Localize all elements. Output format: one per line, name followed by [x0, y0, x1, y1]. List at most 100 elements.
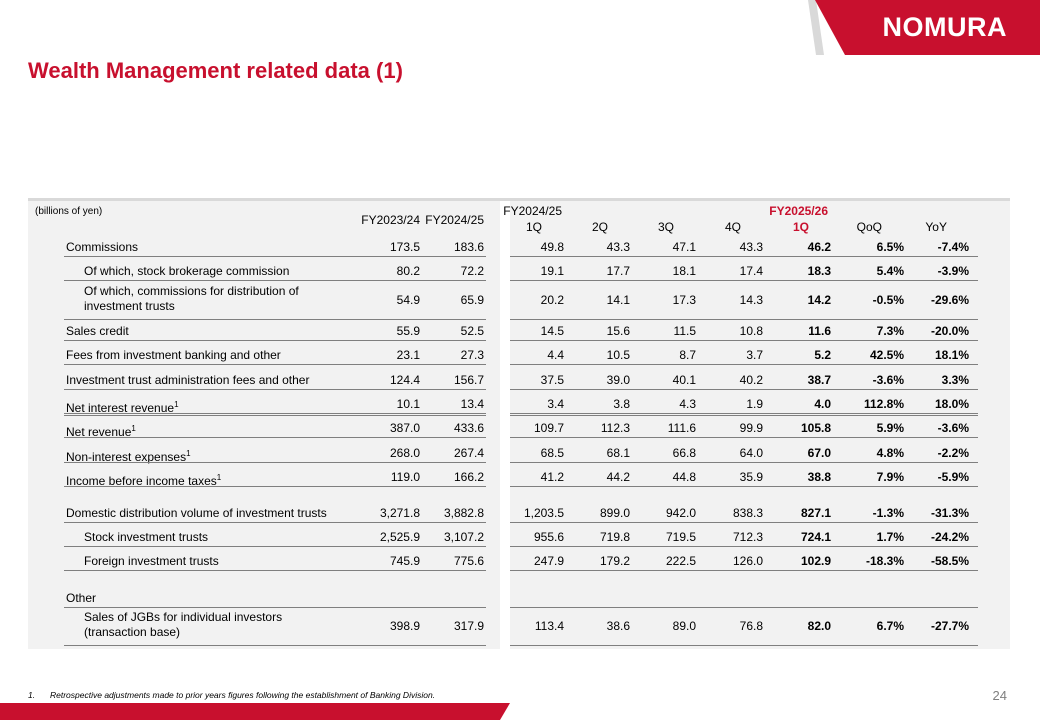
row-divider — [510, 607, 978, 608]
table-row: Net interest revenue1 10.1 13.4 3.4 3.8 4.3 1.… — [28, 395, 1010, 415]
footnote-text: Retrospective adjustments made to prior … — [50, 690, 436, 700]
row-divider — [64, 415, 486, 416]
data-table: (billions of yen) FY2023/24 FY2024/25 FY… — [28, 198, 1010, 649]
row-value: 109.7 — [533, 421, 564, 435]
row-value: 18.3 — [807, 264, 831, 278]
row-divider — [510, 645, 978, 646]
table-row: Investment trust administration fees and… — [28, 371, 1010, 389]
row-value: -20.0% — [930, 324, 969, 338]
row-value: 11.5 — [673, 324, 696, 338]
row-label: Sales credit — [66, 324, 366, 339]
row-value: 43.3 — [606, 240, 630, 254]
row-value: 17.7 — [606, 264, 630, 278]
row-value: 105.8 — [800, 421, 831, 435]
row-value: 4.4 — [547, 348, 564, 362]
row-value: 179.2 — [599, 554, 630, 568]
row-value: -18.3% — [865, 554, 904, 568]
row-label-text: Sales of JGBs for individual investors (… — [84, 610, 283, 639]
table-row: Stock investment trusts 2,525.9 3,107.2 955… — [28, 528, 1010, 546]
header-q2: 2Q — [591, 220, 608, 234]
row-value: 113.4 — [534, 619, 564, 633]
row-value: 35.9 — [739, 470, 763, 484]
row-value: 719.8 — [599, 530, 630, 544]
row-value: 4.8% — [876, 446, 904, 460]
row-label-text: Sales credit — [66, 324, 129, 338]
header-q1: 1Q — [525, 220, 542, 234]
row-value: -3.9% — [937, 264, 969, 278]
row-value: 712.3 — [732, 530, 763, 544]
row-value: 76.8 — [739, 619, 763, 633]
row-value: -29.6% — [930, 293, 969, 307]
row-label: Income before income taxes1 — [66, 470, 366, 489]
row-value: 27.3 — [460, 348, 484, 362]
row-label: Fees from investment banking and other — [66, 348, 366, 363]
row-divider — [510, 570, 978, 571]
row-label: Of which, commissions for distribution o… — [84, 284, 334, 314]
row-divider — [64, 486, 486, 487]
table-row: Of which, stock brokerage commission 80.2… — [28, 262, 1010, 280]
row-value: 775.6 — [453, 554, 484, 568]
header-q4: 4Q — [724, 220, 741, 234]
row-divider — [64, 280, 486, 281]
row-divider — [510, 415, 978, 416]
row-value: 102.9 — [800, 554, 831, 568]
row-value: 156.7 — [453, 373, 484, 387]
row-value: 3,882.8 — [443, 506, 484, 520]
row-value: 183.6 — [453, 240, 484, 254]
row-value: 3,271.8 — [379, 506, 420, 520]
row-value: 39.0 — [606, 373, 630, 387]
row-divider — [64, 364, 486, 365]
row-value: 18.1% — [934, 348, 969, 362]
header-fy2023-24: FY2023/24 — [361, 213, 420, 227]
row-value: 13.4 — [460, 397, 484, 411]
row-divider — [510, 522, 978, 523]
row-value: 82.0 — [807, 619, 831, 633]
header-yoy: YoY — [925, 220, 947, 234]
row-value: 14.1 — [606, 293, 630, 307]
table-row: Domestic distribution volume of investme… — [28, 504, 1010, 522]
row-label-text: Other — [66, 591, 97, 605]
row-value: 3,107.2 — [443, 530, 484, 544]
footnote-marker: 1 — [216, 473, 222, 482]
table-row: Of which, commissions for distribution o… — [28, 284, 1010, 318]
row-label-text: Net revenue — [66, 425, 132, 439]
row-value: 11.6 — [808, 324, 831, 338]
table-row: Commissions 173.5 183.6 49.8 43.3 47.1 43.3 46.… — [28, 238, 1010, 256]
row-divider — [64, 607, 486, 608]
row-value: 38.8 — [807, 470, 831, 484]
row-value: 1.7% — [876, 530, 904, 544]
row-value: 68.5 — [540, 446, 564, 460]
row-value: 38.7 — [807, 373, 831, 387]
row-label-text: Fees from investment banking and other — [66, 348, 281, 362]
footnote-marker: 1 — [131, 424, 136, 433]
row-value: 20.2 — [540, 293, 564, 307]
row-value: 64.0 — [739, 446, 763, 460]
row-value: 267.4 — [453, 446, 484, 460]
row-value: 317.9 — [453, 619, 484, 633]
header-q3: 3Q — [657, 220, 674, 234]
footnote-marker: 1 — [174, 400, 179, 409]
row-label-text: Non-interest expenses — [66, 450, 187, 464]
row-value: 7.3% — [876, 324, 904, 338]
footnote-marker: 1 — [186, 449, 191, 458]
unit-label: (billions of yen) — [35, 206, 103, 217]
table-row: Net revenue1 387.0 433.6 109.7 112.3 111.6 99.… — [28, 419, 1010, 440]
page-number: 24 — [992, 688, 1007, 703]
row-divider — [510, 437, 978, 438]
row-value: 1.9 — [746, 397, 763, 411]
table-row: Foreign investment trusts 745.9 775.6 247.9… — [28, 552, 1010, 570]
row-value: 54.9 — [396, 293, 420, 307]
row-label: Of which, stock brokerage commission — [84, 264, 384, 279]
header-fy2025-26-group: FY2025/26 — [769, 204, 828, 218]
row-value: 2,525.9 — [379, 530, 420, 544]
row-value: 719.5 — [665, 530, 696, 544]
row-label: Foreign investment trusts — [84, 554, 384, 569]
row-divider — [64, 413, 486, 414]
row-value: 5.4% — [876, 264, 904, 278]
row-value: 166.2 — [453, 470, 484, 484]
row-label-text: Income before income taxes — [66, 474, 217, 488]
row-divider — [510, 546, 978, 547]
row-value: 3.8 — [613, 397, 630, 411]
row-value: 55.9 — [396, 324, 420, 338]
row-label: Net revenue1 — [66, 421, 366, 440]
